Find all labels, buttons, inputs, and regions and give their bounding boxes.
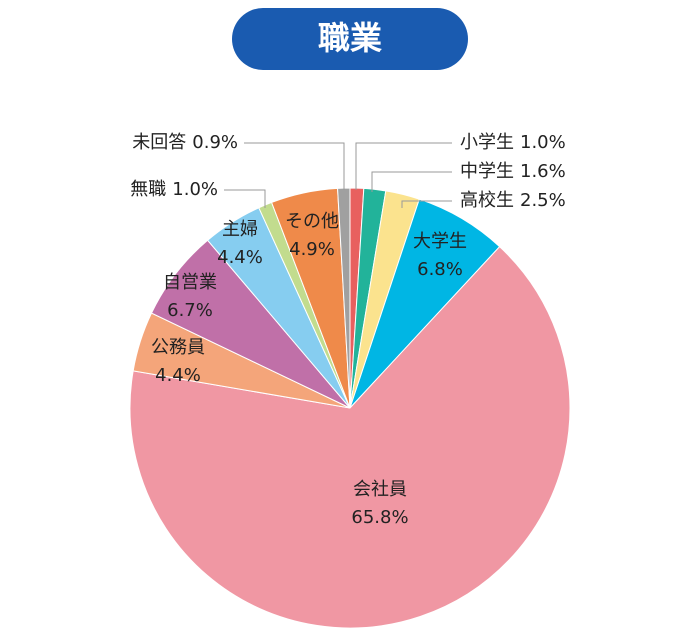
slice-label: 未回答 0.9% <box>132 132 238 153</box>
value-label: 1.6% <box>520 161 566 182</box>
slice-label: 中学生 1.6% <box>460 161 566 182</box>
value-label: 2.5% <box>520 190 566 211</box>
category-label: 主婦 <box>222 219 258 240</box>
leader-line <box>355 142 452 190</box>
category-label: 大学生 <box>413 231 467 252</box>
category-label: 自営業 <box>163 272 217 293</box>
slice-label: 高校生 2.5% <box>460 190 566 211</box>
leader-line <box>371 171 452 192</box>
value-label: 4.4% <box>155 365 201 386</box>
value-label: 1.0% <box>520 132 566 153</box>
value-label: 6.8% <box>417 259 463 280</box>
category-label: 未回答 <box>132 132 186 153</box>
value-label: 1.0% <box>172 179 218 200</box>
value-label: 0.9% <box>192 132 238 153</box>
value-label: 6.7% <box>167 300 213 321</box>
slice-label: 無職 1.0% <box>130 179 218 200</box>
leader-line <box>401 200 452 208</box>
slice-label: 小学生 1.0% <box>460 132 566 153</box>
category-label: 会社員 <box>353 479 407 500</box>
chart-title: 職業 <box>318 19 382 57</box>
title-pill <box>232 8 468 70</box>
category-label: 小学生 <box>460 132 514 153</box>
category-label: 高校生 <box>460 190 514 211</box>
slices <box>129 187 571 628</box>
value-label: 4.9% <box>289 239 335 260</box>
value-label: 65.8% <box>351 507 408 528</box>
value-label: 4.4% <box>217 247 263 268</box>
leader-line <box>224 189 266 208</box>
category-label: 中学生 <box>460 161 514 182</box>
leader-line <box>244 142 345 190</box>
category-label: 公務員 <box>151 337 205 358</box>
category-label: その他 <box>285 211 339 232</box>
pie-slice <box>129 245 571 628</box>
category-label: 無職 <box>130 179 166 200</box>
